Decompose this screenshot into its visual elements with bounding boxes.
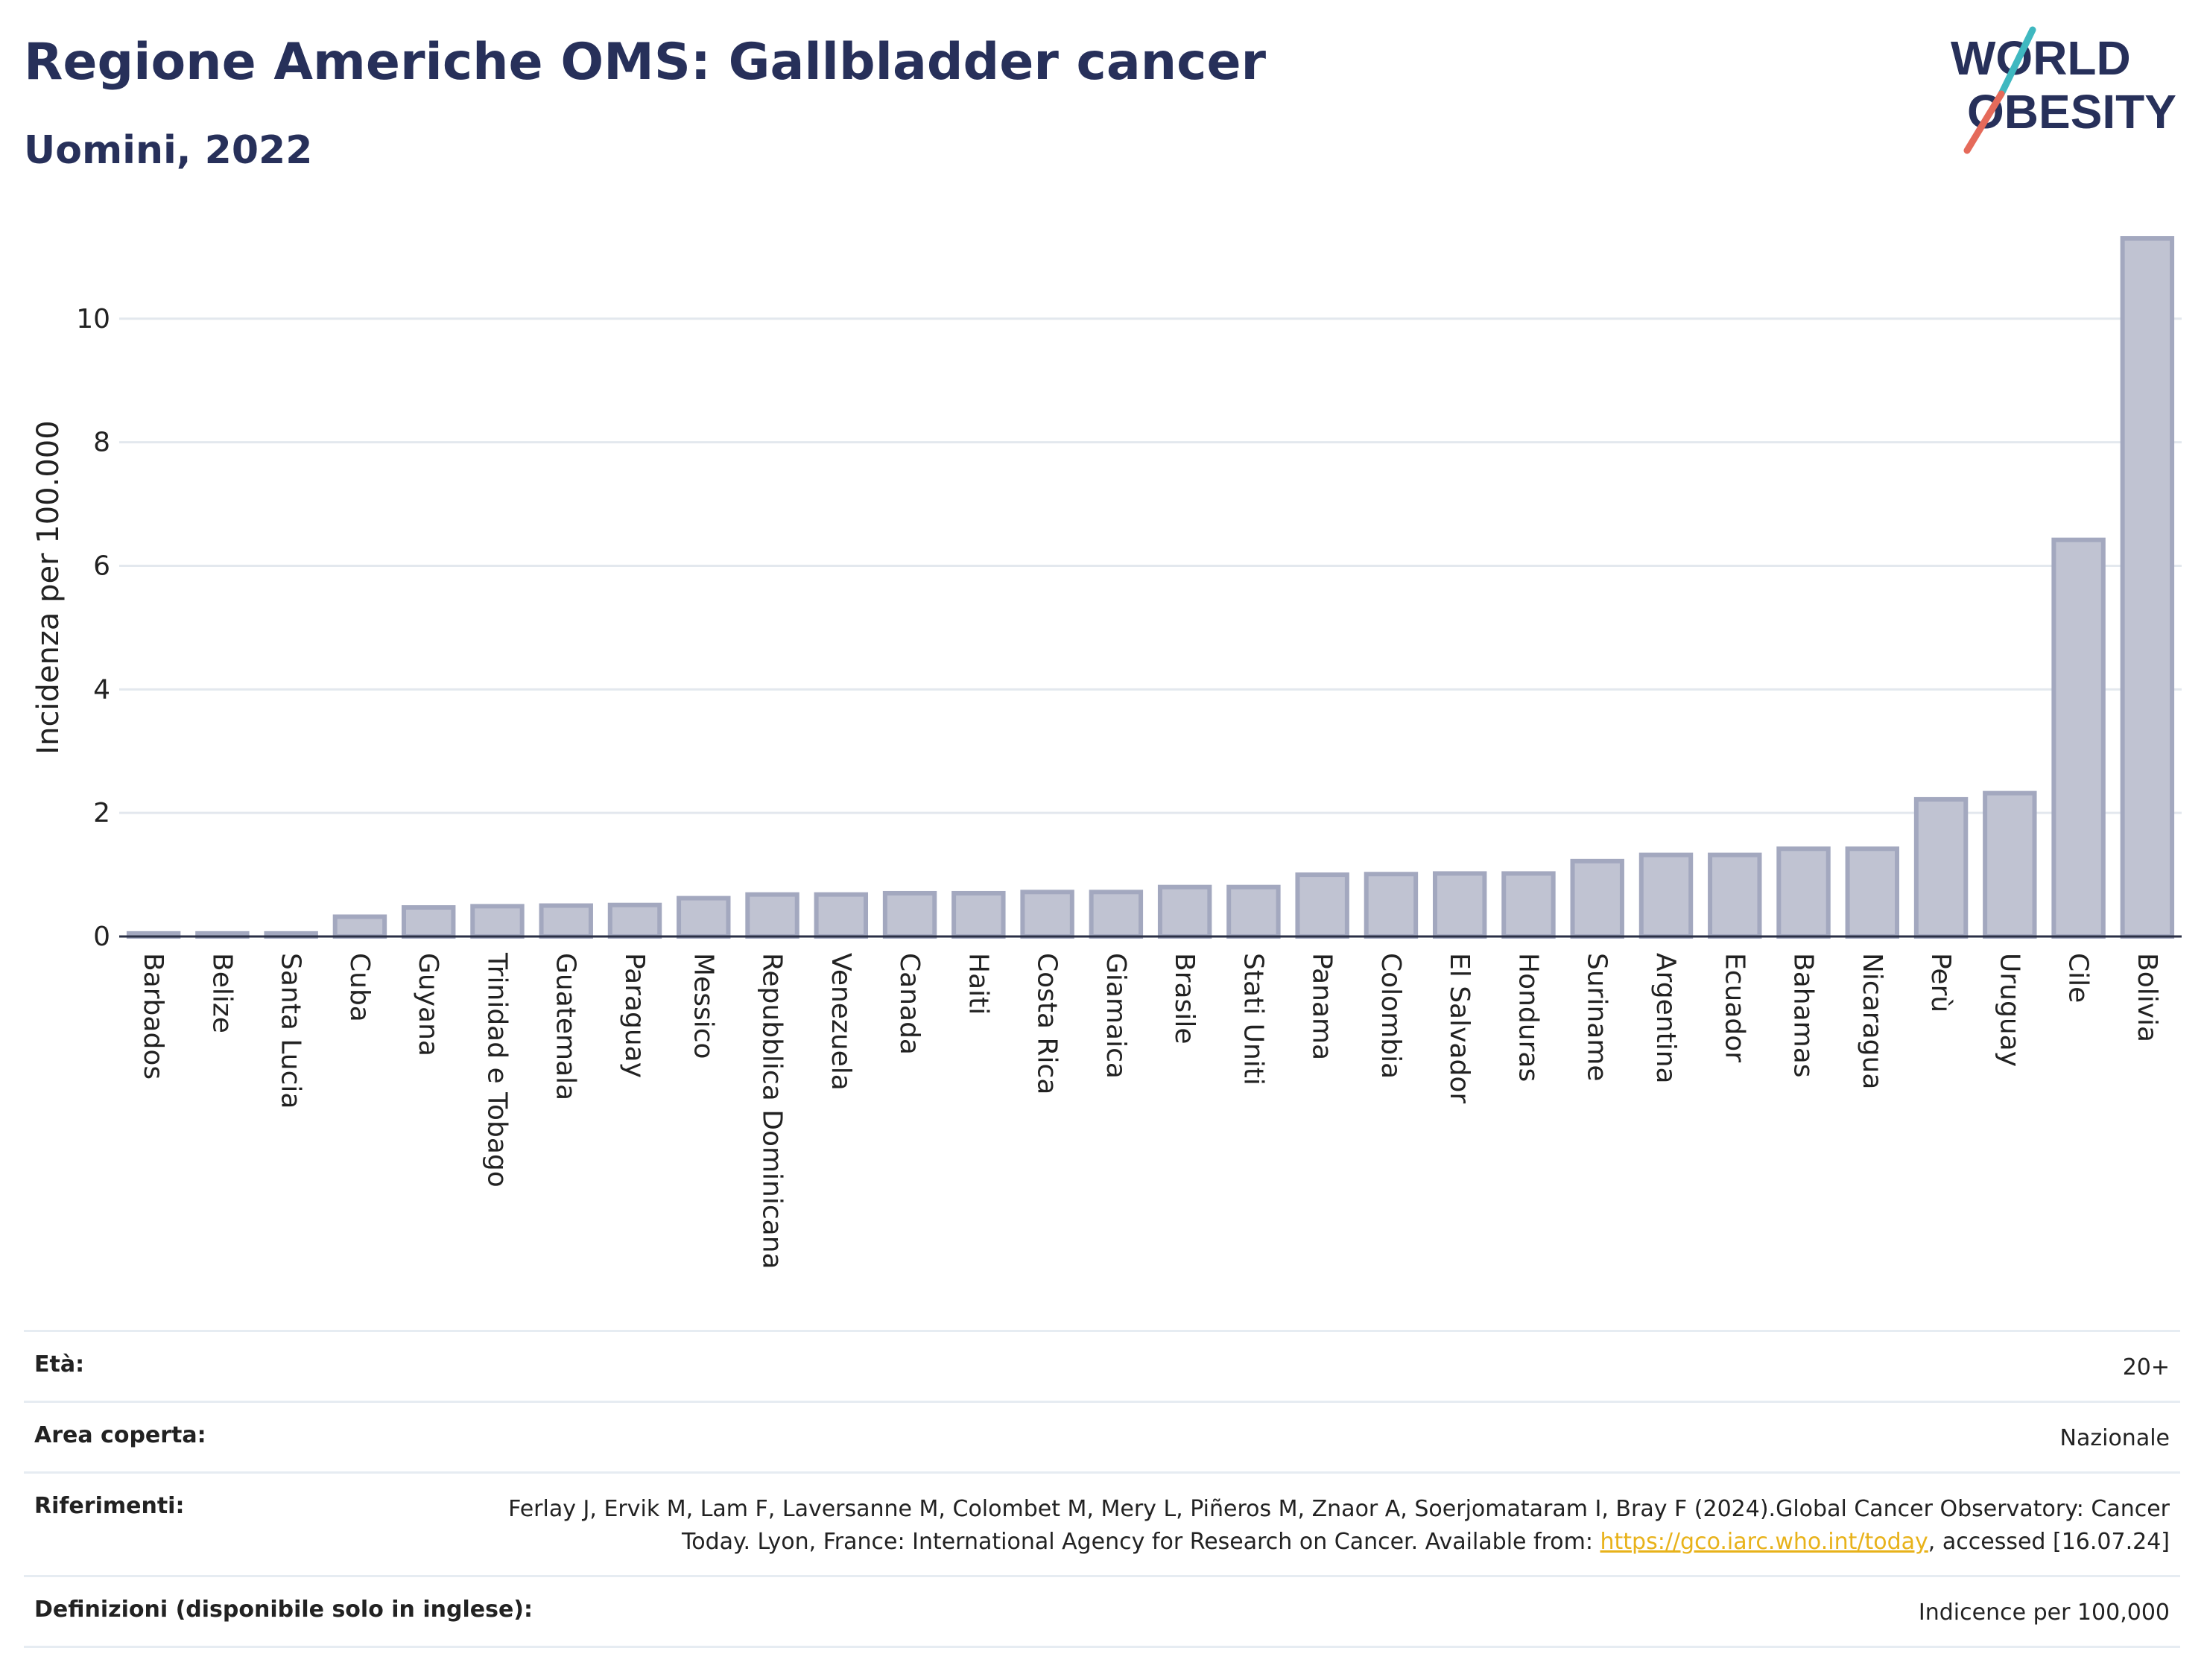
bar — [1913, 796, 1969, 939]
y-tick-label: 2 — [93, 798, 110, 828]
y-axis-label: Incidenza per 100.000 — [31, 420, 66, 754]
x-tick-label: Repubblica Dominicana — [757, 953, 788, 1269]
bar — [745, 892, 799, 939]
world-obesity-logo: WORLD OBESITY — [1951, 26, 2176, 154]
bar — [2120, 236, 2175, 939]
x-tick-label: Guyana — [413, 953, 443, 1056]
x-tick-label: Venezuela — [826, 953, 856, 1091]
bar — [1845, 846, 1900, 939]
x-tick-label: Nicaragua — [1857, 953, 1887, 1089]
x-tick-label: Santa Lucia — [276, 953, 306, 1109]
x-tick-label: Colombia — [1375, 953, 1406, 1079]
bar — [1020, 890, 1074, 939]
age-value: 20+ — [2122, 1354, 2170, 1381]
x-tick-label: Bahamas — [1788, 953, 1819, 1078]
x-tick-label: Belize — [206, 953, 237, 1033]
bar — [1432, 871, 1487, 939]
x-tick-label: Giamaica — [1101, 953, 1131, 1079]
meta-row-area: Area coperta: Nazionale — [24, 1403, 2180, 1474]
bar — [1983, 790, 2037, 939]
logo-coral-slash — [1963, 90, 2005, 154]
bar — [2051, 537, 2106, 939]
bar — [401, 905, 456, 939]
logo-teal-slash — [1998, 26, 2036, 98]
x-tick-label: Guatemala — [551, 953, 581, 1100]
references-text: Ferlay J, Ervik M, Lam F, Laversanne M, … — [508, 1496, 2170, 1555]
area-value: Nazionale — [2059, 1425, 2170, 1451]
y-tick-label: 0 — [93, 922, 110, 952]
x-tick-label: Uruguay — [1994, 953, 2024, 1067]
x-tick-label: Paraguay — [619, 953, 650, 1078]
x-tick-label: Costa Rica — [1032, 953, 1063, 1094]
x-tick-label: Bolivia — [2132, 953, 2162, 1042]
bar — [1089, 890, 1144, 939]
meta-row-references: Riferimenti: Ferlay J, Ervik M, Lam F, L… — [24, 1474, 2180, 1577]
bar — [1157, 884, 1212, 939]
definitions-label: Definizioni (disponibile solo in inglese… — [34, 1597, 533, 1623]
x-tick-label: Ecuador — [1719, 953, 1749, 1062]
bar — [332, 914, 387, 939]
y-tick-label: 6 — [93, 551, 110, 581]
x-tick-label: Panama — [1307, 953, 1337, 1060]
definitions-value: Indicence per 100,000 — [1918, 1600, 2170, 1626]
x-tick-label: Messico — [688, 953, 718, 1059]
bar — [1364, 872, 1419, 939]
references-value: Ferlay J, Ervik M, Lam F, Laversanne M, … — [456, 1493, 2170, 1559]
x-tick-label: Suriname — [1582, 953, 1612, 1082]
x-tick-label: Stati Uniti — [1238, 953, 1268, 1085]
x-tick-label: Cuba — [344, 953, 375, 1022]
chart-subtitle: Uomini, 2022 — [24, 128, 313, 173]
logo-text-world: WORLD — [1951, 31, 2131, 85]
references-link[interactable]: https://gco.iarc.who.int/today — [1600, 1529, 1928, 1555]
y-tick-label: 10 — [76, 304, 110, 335]
bar — [470, 904, 525, 939]
references-accessed: , accessed [16.07.24] — [1928, 1529, 2170, 1555]
meta-row-definitions: Definizioni (disponibile solo in inglese… — [24, 1577, 2180, 1648]
bar — [539, 903, 593, 939]
x-tick-label: Argentina — [1650, 953, 1681, 1084]
bar — [951, 890, 1006, 939]
x-tick-label: Barbados — [138, 953, 168, 1080]
x-tick-label: Brasile — [1169, 953, 1200, 1044]
x-tick-label: Haiti — [963, 953, 993, 1015]
area-label: Area coperta: — [34, 1422, 206, 1448]
chart-title: Regione Americhe OMS: Gallbladder cancer — [24, 33, 1267, 92]
bar — [1776, 846, 1831, 939]
bar — [1570, 858, 1624, 939]
bar — [1226, 884, 1281, 939]
bar — [607, 902, 662, 939]
x-tick-label: Cile — [2063, 953, 2094, 1003]
bar — [1501, 871, 1556, 939]
bar — [1638, 852, 1694, 939]
x-tick-label: Trinidad e Tobago — [481, 952, 512, 1188]
references-label: Riferimenti: — [34, 1493, 185, 1519]
meta-row-age: Età: 20+ — [24, 1332, 2180, 1403]
x-tick-label: Canada — [894, 953, 925, 1055]
bar — [677, 896, 731, 939]
x-tick-label: Perù — [1925, 953, 1956, 1012]
y-tick-label: 4 — [93, 674, 110, 705]
x-tick-label: Honduras — [1513, 953, 1543, 1082]
bar — [814, 892, 869, 939]
bar — [1295, 872, 1349, 939]
metadata-table: Età: 20+ Area coperta: Nazionale Riferim… — [24, 1330, 2180, 1648]
bar — [1708, 852, 1762, 939]
bar — [882, 890, 937, 939]
x-tick-label: El Salvador — [1444, 953, 1475, 1103]
y-tick-label: 8 — [93, 428, 110, 458]
bar-chart: 0 2 4 6 8 10 Incidenza per 100.000 Barbados Beli… — [31, 236, 2182, 1269]
age-label: Età: — [34, 1351, 85, 1378]
